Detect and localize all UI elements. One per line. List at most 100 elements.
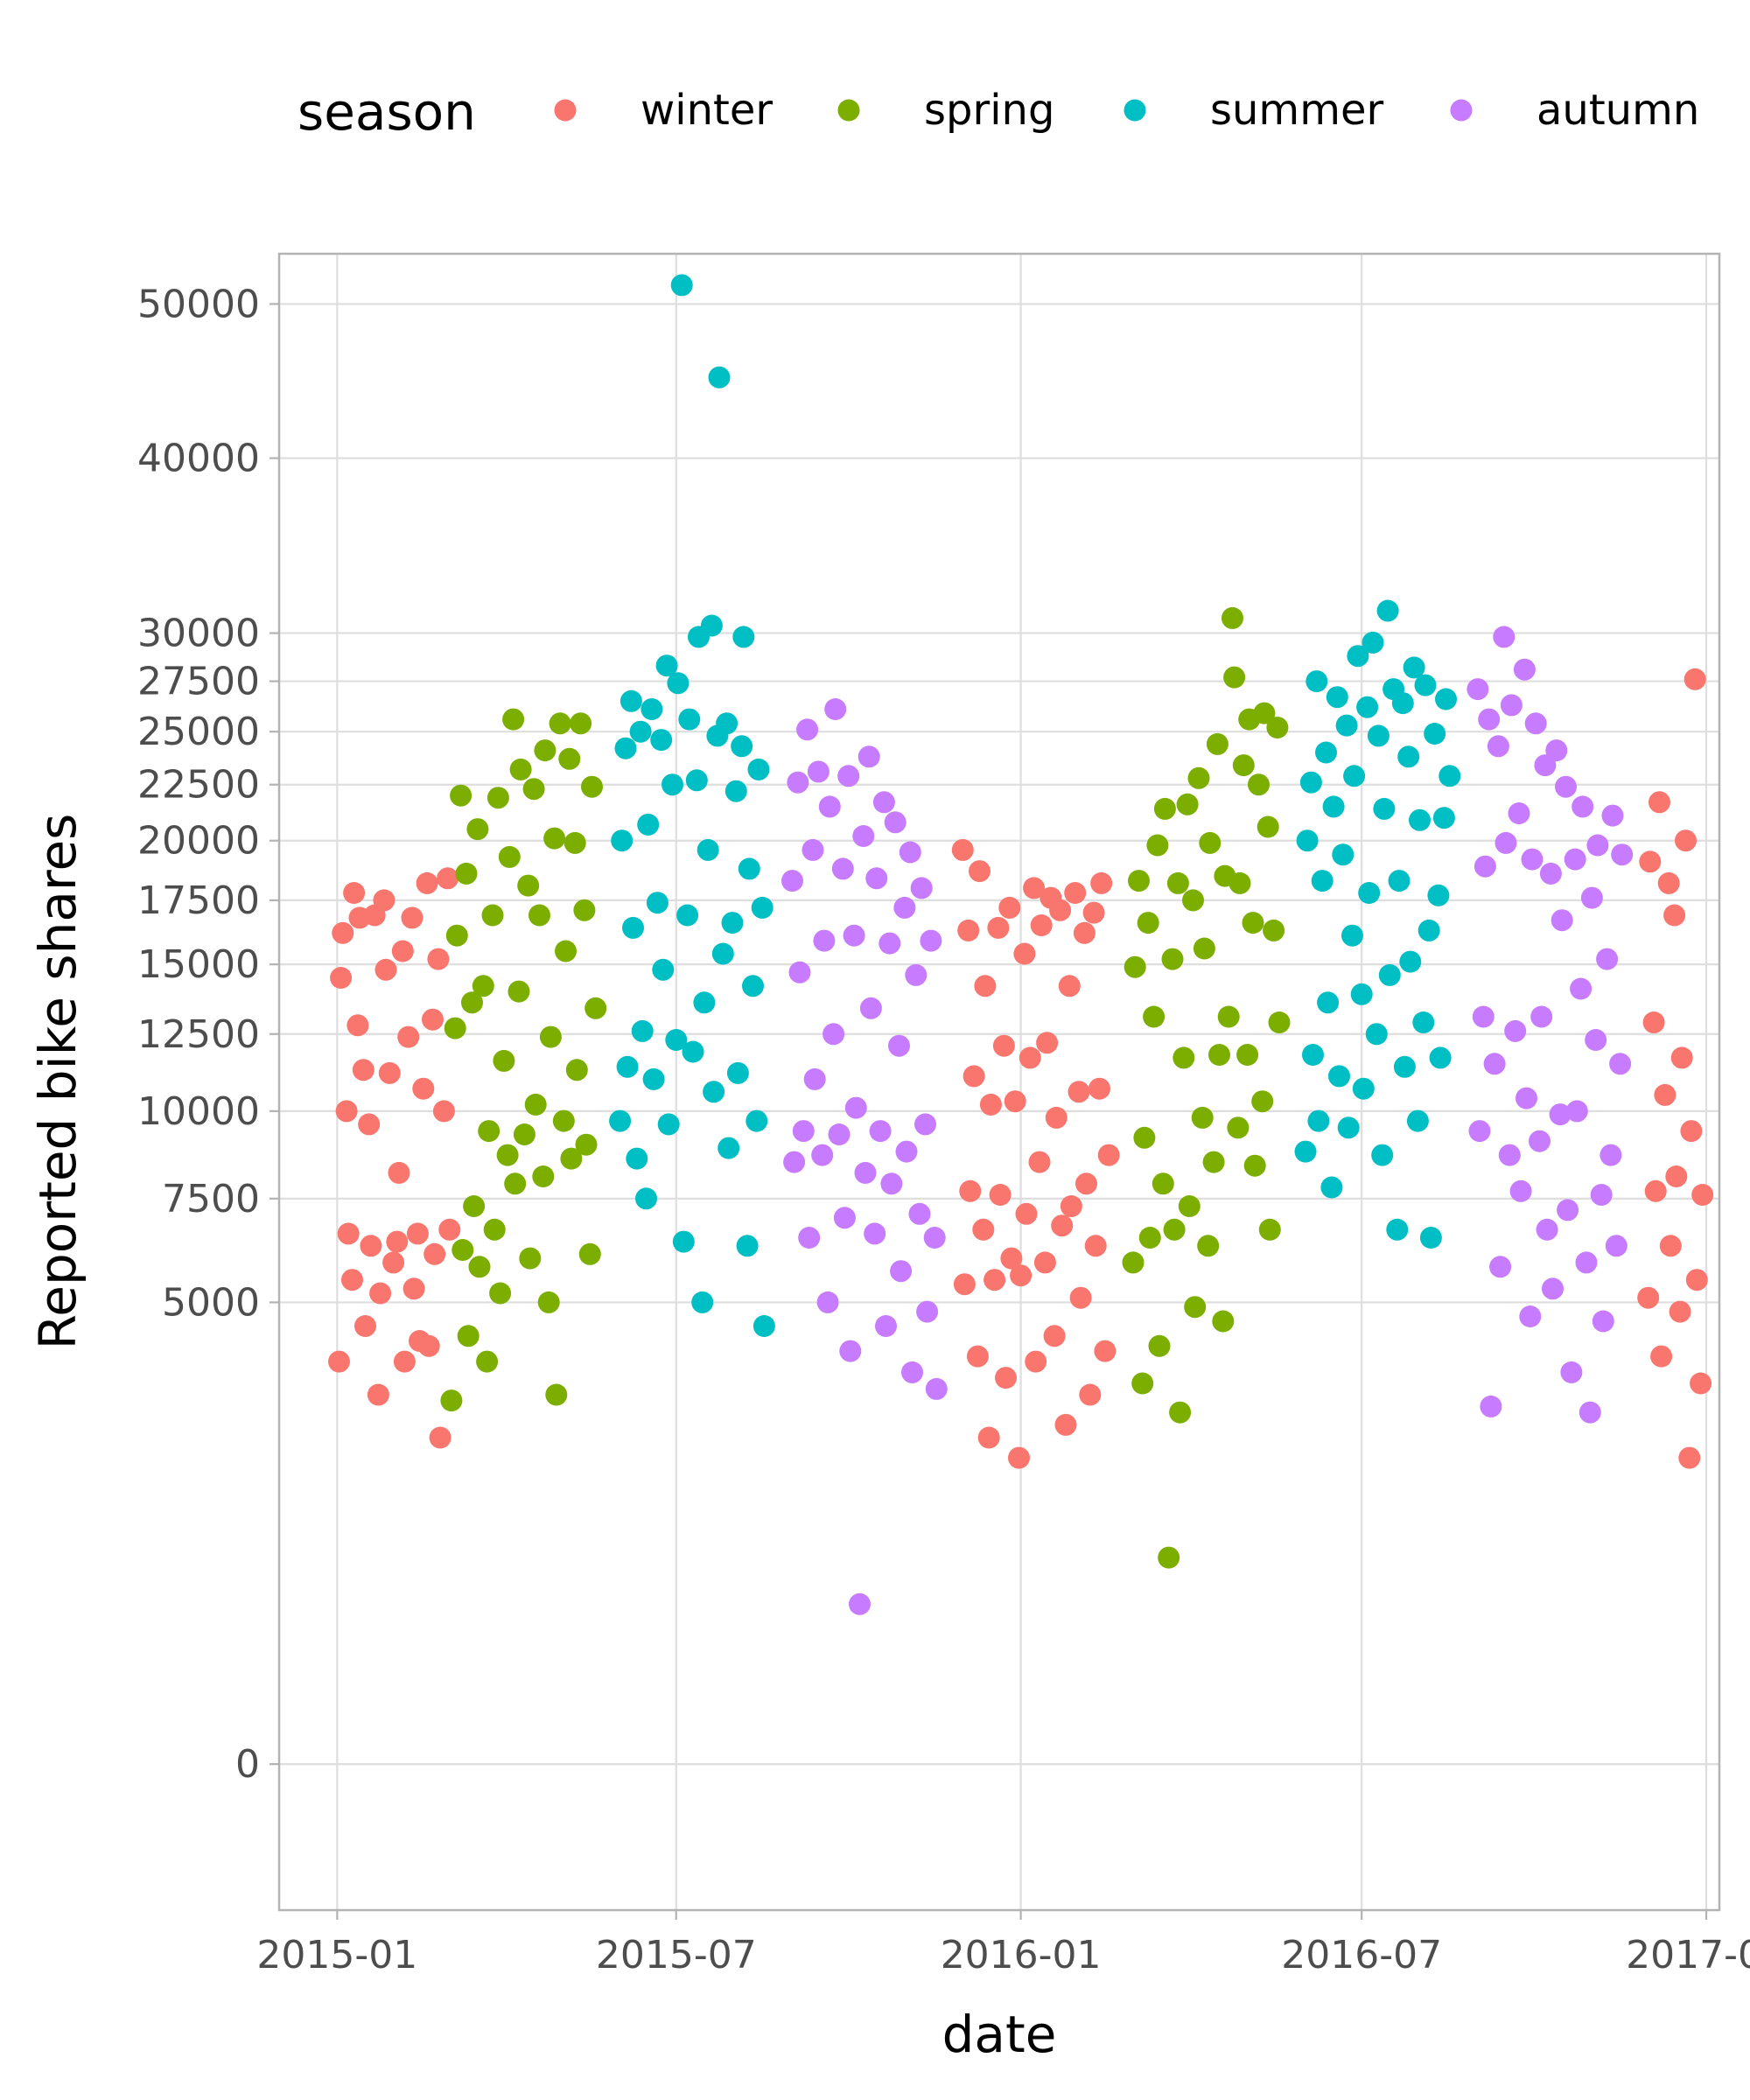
data-point-spring [1263,919,1285,942]
data-point-winter [992,1034,1015,1057]
y-tick-label: 12500 [137,1012,260,1057]
data-point-autumn [1545,739,1568,762]
y-tick-label: 5000 [162,1280,260,1325]
data-point-autumn [822,1023,845,1046]
data-point-autumn [1550,909,1573,932]
data-point-winter [1008,1446,1030,1469]
data-point-winter [388,1161,410,1184]
data-point-summer [640,698,663,720]
data-point-winter [998,896,1021,919]
data-point-summer [703,1081,725,1103]
data-point-spring [476,1350,499,1373]
data-point-winter [1082,901,1105,924]
data-point-summer [1386,1218,1409,1241]
data-point-summer [1299,771,1322,794]
data-points [328,274,1714,1615]
data-point-autumn [872,791,895,814]
data-point-summer [1341,924,1363,947]
data-point-spring [1158,1546,1180,1569]
data-point-spring [1124,956,1146,978]
data-point-spring [496,1144,519,1166]
data-point-winter [1670,1046,1693,1069]
data-point-summer [635,1187,657,1210]
data-point-summer [747,758,770,780]
data-point-summer [1412,1012,1435,1033]
data-point-spring [1152,1172,1174,1195]
data-point-spring [1166,872,1189,894]
data-point-winter [1690,1372,1712,1395]
data-point-winter [343,882,366,904]
data-point-spring [1248,774,1270,796]
data-point-spring [1161,948,1184,970]
data-point-autumn [1524,712,1547,735]
data-point-autumn [796,718,819,741]
data-point-winter [1013,942,1036,965]
data-point-autumn [849,1592,871,1615]
data-point-spring [513,1124,536,1145]
data-point-summer [1388,870,1410,892]
data-point-summer [667,672,690,695]
data-point-spring [455,862,478,885]
data-point-winter [1665,1166,1688,1187]
y-tick-label: 27500 [137,660,260,704]
data-point-winter [1018,1046,1041,1069]
data-point-winter [1088,1077,1110,1100]
data-point-winter [393,1350,416,1373]
data-point-autumn [895,1140,918,1163]
data-point-autumn [1609,1053,1632,1075]
data-point-winter [1004,1090,1026,1113]
data-point-summer [1391,692,1414,715]
data-point-summer [1326,686,1348,709]
data-point-summer [742,975,764,998]
y-tick-label: 22500 [137,763,260,808]
data-point-winter [330,967,353,989]
data-point-autumn [1600,1144,1622,1166]
series-winter [951,838,1120,1469]
legend-key-winter [554,99,577,122]
data-point-spring [1138,1227,1161,1249]
data-point-summer [655,654,678,677]
data-point-autumn [1572,795,1594,818]
data-point-autumn [844,1096,867,1119]
data-point-spring [445,924,468,947]
data-point-summer [1371,1144,1394,1166]
y-axis: 0 5000 7500 10000 12500 15000 17500 20000 22500 2… [137,282,279,1787]
y-tick-label: 15000 [137,942,260,987]
data-point-winter [391,940,414,962]
legend-label-summer: summer [1210,86,1383,135]
data-point-spring [444,1017,466,1040]
data-point-autumn [788,961,811,984]
data-point-autumn [865,867,888,890]
data-point-spring [483,1218,506,1241]
data-point-summer [700,614,723,637]
data-point-autumn [875,1315,897,1337]
data-point-summer [1399,950,1422,973]
data-point-spring [1153,797,1176,820]
data-point-spring [486,787,509,809]
data-point-winter [424,1242,446,1265]
legend: season winter spring summer autumn [298,82,1699,142]
data-point-summer [1432,807,1455,830]
data-point-spring [573,899,596,921]
data-point-summer [678,708,701,731]
data-point-summer [1322,795,1345,818]
data-point-autumn [914,1113,936,1136]
data-point-winter [332,921,354,944]
data-point-autumn [1611,844,1634,866]
data-point-autumn [854,1161,877,1184]
data-point-autumn [1585,1029,1607,1051]
data-point-spring [508,980,530,1003]
data-point-spring [1169,1401,1192,1424]
data-point-spring [1206,732,1228,755]
data-point-summer [1438,765,1461,788]
data-point-summer [1350,983,1373,1005]
data-point-spring [1242,912,1264,934]
data-point-autumn [1478,708,1501,731]
series-spring [1122,606,1291,1569]
data-point-autumn [1498,1144,1521,1166]
data-point-autumn [843,924,865,947]
data-point-autumn [1504,1019,1527,1042]
data-point-winter [358,1113,381,1136]
data-point-winter [1058,975,1081,998]
